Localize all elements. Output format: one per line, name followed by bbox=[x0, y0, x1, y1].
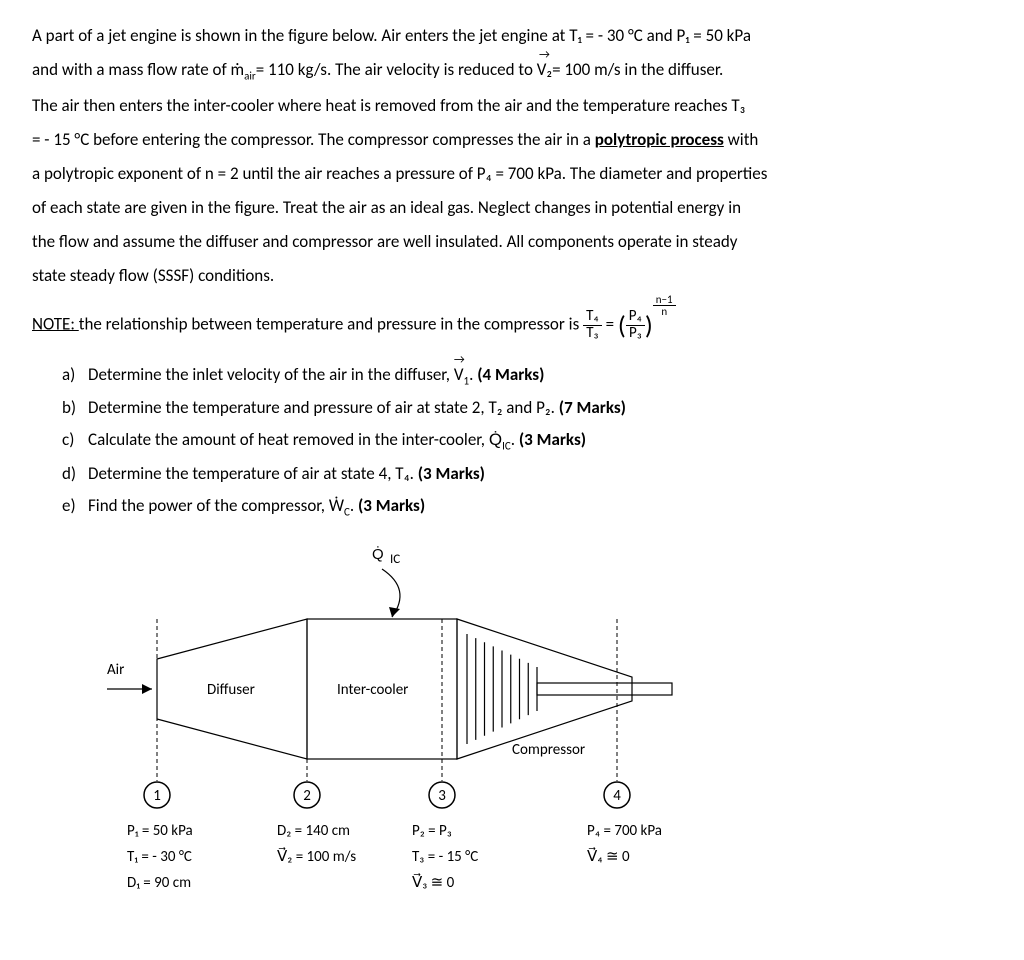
svg-text:P₁ = 50 kPa: P₁ = 50 kPa bbox=[127, 822, 193, 840]
svg-text:P₂ = P₃: P₂ = P₃ bbox=[412, 822, 452, 840]
svg-text:V⃗₂ = 100 m/s: V⃗₂ = 100 m/s bbox=[277, 847, 356, 867]
svg-text:Q̇: Q̇ bbox=[372, 546, 384, 564]
svg-text:P₄ = 700 kPa: P₄ = 700 kPa bbox=[587, 822, 662, 840]
svg-text:D₂ = 140 cm: D₂ = 140 cm bbox=[277, 822, 350, 840]
exponent: n−1 n bbox=[653, 294, 676, 318]
question-b: b) Determine the temperature and pressur… bbox=[62, 394, 992, 422]
note-label: NOTE: bbox=[32, 313, 79, 334]
question-e: e) Find the power of the compressor, ẆC.… bbox=[62, 492, 992, 522]
polytropic-emphasis: polytropic process bbox=[595, 129, 724, 150]
problem-line-1: A part of a jet engine is shown in the f… bbox=[32, 22, 992, 50]
frac-p4-p3: P₄ P₃ bbox=[626, 309, 645, 342]
svg-text:V⃗₄ ≅ 0: V⃗₄ ≅ 0 bbox=[587, 847, 630, 867]
question-a: a) Determine the inlet velocity of the a… bbox=[62, 361, 992, 391]
svg-text:Air: Air bbox=[107, 661, 124, 679]
question-c: c) Calculate the amount of heat removed … bbox=[62, 426, 992, 456]
jet-engine-figure: Q̇ IC Air Diffuser Inter-cooler Compressor 1 2 3… bbox=[72, 539, 992, 919]
problem-line-5: a polytropic exponent of n = 2 until the… bbox=[32, 160, 992, 188]
v2-symbol: V₂ bbox=[537, 56, 552, 84]
svg-text:2: 2 bbox=[303, 787, 311, 805]
problem-line-3: The air then enters the inter-cooler whe… bbox=[32, 92, 992, 120]
svg-text:Inter-cooler: Inter-cooler bbox=[337, 681, 408, 699]
svg-text:T₃ = - 15 °C: T₃ = - 15 °C bbox=[412, 848, 478, 866]
question-d: d) Determine the temperature of air at s… bbox=[62, 460, 992, 488]
problem-line-2: and with a mass flow rate of ṁair= 110 k… bbox=[32, 56, 992, 86]
svg-text:V⃗₃ ≅ 0: V⃗₃ ≅ 0 bbox=[412, 873, 455, 893]
problem-line-4: = - 15 °C before entering the compressor… bbox=[32, 126, 992, 154]
svg-text:Diffuser: Diffuser bbox=[207, 681, 255, 699]
svg-text:3: 3 bbox=[438, 787, 446, 805]
note-line: NOTE: the relationship between temperatu… bbox=[32, 304, 992, 347]
svg-text:Compressor: Compressor bbox=[512, 741, 585, 759]
question-list: a) Determine the inlet velocity of the a… bbox=[62, 361, 992, 522]
problem-line-8: state steady flow (SSSF) conditions. bbox=[32, 262, 992, 290]
frac-t4-t3: T₄ T₃ bbox=[583, 309, 602, 342]
svg-text:T₁ = - 30 °C: T₁ = - 30 °C bbox=[127, 848, 192, 866]
figure-svg: Q̇ IC Air Diffuser Inter-cooler Compressor 1 2 3… bbox=[72, 539, 792, 919]
svg-text:D₁ = 90 cm: D₁ = 90 cm bbox=[127, 874, 191, 892]
svg-text:4: 4 bbox=[613, 787, 621, 805]
problem-line-6: of each state are given in the figure. T… bbox=[32, 194, 992, 222]
svg-text:IC: IC bbox=[390, 552, 400, 567]
svg-text:1: 1 bbox=[153, 787, 161, 805]
problem-line-7: the flow and assume the diffuser and com… bbox=[32, 228, 992, 256]
